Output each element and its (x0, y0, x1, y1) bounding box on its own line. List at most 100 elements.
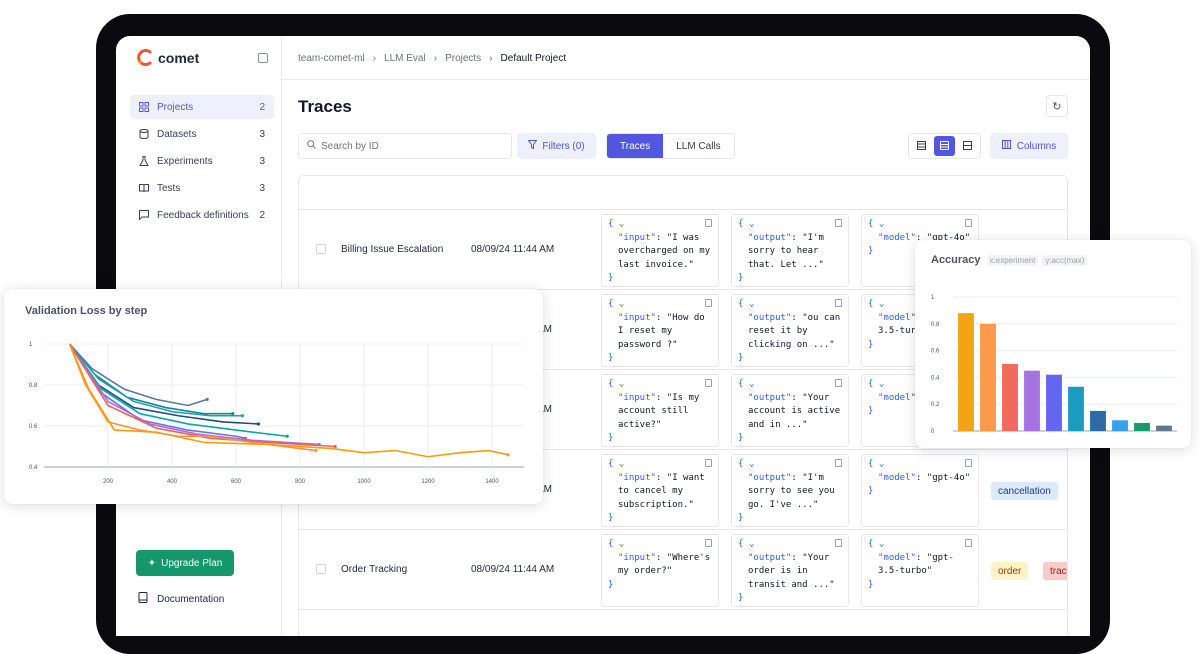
chevron-down-icon[interactable]: ⌄ (618, 379, 625, 389)
chevron-down-icon[interactable]: ⌄ (748, 539, 755, 549)
copy-icon[interactable] (835, 539, 842, 547)
input-json-cell[interactable]: { ⌄ "input": "How do I reset my password … (601, 294, 719, 367)
json-value: "I'm sorry to see you go. I've ..." (748, 472, 841, 510)
input-json-cell[interactable]: { ⌄ "input": "Where's my order?"} (601, 534, 719, 607)
model-json-cell[interactable]: { ⌄"model": "gpt-3.5-turbo"} (861, 534, 979, 607)
copy-icon[interactable] (965, 219, 972, 227)
series-line (68, 343, 288, 438)
output-json-cell[interactable]: { ⌄ "output": "Your order is in transit a… (731, 534, 849, 607)
series-line (69, 343, 208, 407)
input-json-cell[interactable]: { ⌄ "input": "Is my account still active?… (601, 374, 719, 447)
rows-icon (940, 137, 949, 155)
trace-time: 08/09/24 11:44 AM (471, 244, 555, 255)
chevron-down-icon[interactable]: ⌄ (748, 299, 755, 309)
input-json-cell[interactable]: { ⌄ "input": "I want to cancel my subscri… (601, 454, 719, 527)
search-box[interactable] (298, 133, 512, 159)
refresh-button[interactable]: ↻ (1046, 95, 1068, 117)
chevron-down-icon[interactable]: ⌄ (878, 539, 885, 549)
chevron-down-icon[interactable]: ⌄ (618, 299, 625, 309)
brace-open: { (868, 379, 874, 389)
breadcrumb-item[interactable]: team-comet-ml (298, 53, 365, 64)
copy-icon[interactable] (835, 459, 842, 467)
density-compact-button[interactable] (911, 136, 932, 156)
copy-icon[interactable] (835, 219, 842, 227)
x-tick-label: 1200 (421, 479, 435, 485)
output-json-cell[interactable]: { ⌄ "output": "I'm sorry to hear that. Le… (731, 214, 849, 287)
collapse-sidebar-icon[interactable] (258, 53, 268, 63)
accuracy-card: Accuracy x:experiment y:acc(max) 0 0.2 0.4… (915, 240, 1191, 448)
copy-icon[interactable] (965, 539, 972, 547)
tag-badge: track (1043, 562, 1067, 580)
tag-badge: cancellation (991, 482, 1058, 500)
json-value: "I want to cancel my subscription." (618, 472, 711, 510)
y-axis-chip: y:acc(max) (1042, 254, 1088, 266)
chevron-down-icon[interactable]: ⌄ (748, 459, 755, 469)
refresh-icon: ↻ (1052, 100, 1062, 113)
density-medium-button[interactable] (934, 136, 955, 156)
chevron-down-icon[interactable]: ⌄ (748, 379, 755, 389)
copy-icon[interactable] (705, 539, 712, 547)
row-density-toggle (908, 133, 981, 159)
series-line (68, 343, 320, 446)
sidebar-item-count: 3 (259, 182, 265, 194)
accuracy-bar (1156, 425, 1172, 431)
json-key: "model" (878, 552, 916, 563)
sidebar-item-feedback-definitions[interactable]: Feedback definitions 2 (130, 203, 274, 227)
chevron-down-icon[interactable]: ⌄ (618, 219, 625, 229)
sidebar-item-experiments[interactable]: Experiments 3 (130, 149, 274, 173)
output-json-cell[interactable]: { ⌄ "output": "ou can reset it by clickin… (731, 294, 849, 367)
output-json-cell[interactable]: { ⌄ "output": "Your account is active and… (731, 374, 849, 447)
input-json-cell[interactable]: { ⌄ "input": "I was overcharged on my las… (601, 214, 719, 287)
sidebar-item-tests[interactable]: Tests 3 (130, 176, 274, 200)
copy-icon[interactable] (705, 299, 712, 307)
chevron-right-icon: › (489, 53, 493, 64)
copy-icon[interactable] (705, 379, 712, 387)
accuracy-bar (1090, 410, 1106, 431)
copy-icon[interactable] (705, 459, 712, 467)
json-value: "Is my account still active?" (618, 392, 705, 430)
grid-icon (139, 102, 149, 112)
breadcrumb-item[interactable]: Projects (445, 53, 482, 64)
chevron-down-icon[interactable]: ⌄ (618, 539, 625, 549)
chevron-down-icon[interactable]: ⌄ (878, 379, 885, 389)
tab-llm-calls[interactable]: LLM Calls (676, 140, 721, 152)
columns-button[interactable]: Columns (990, 133, 1068, 159)
header-divider (282, 79, 1090, 80)
sidebar-nav: Projects 2 Datasets 3 Experiments 3 Test… (130, 95, 274, 230)
y-tick-label: 0.4 (931, 375, 940, 381)
tab-traces[interactable]: Traces (607, 134, 664, 158)
search-input[interactable] (321, 140, 491, 152)
copy-icon[interactable] (705, 219, 712, 227)
sidebar-item-label: Projects (157, 101, 194, 113)
sidebar-item-projects[interactable]: Projects 2 (130, 95, 274, 119)
table-row[interactable]: Order Tracking 08/09/24 11:44 AM { ⌄ "input… (299, 530, 1067, 610)
row-checkbox[interactable] (316, 244, 326, 254)
json-value: "Where's my order?" (618, 552, 716, 577)
copy-icon[interactable] (835, 379, 842, 387)
table-row[interactable]: Billing Issue Escalation 08/09/24 11:44 A… (299, 210, 1067, 290)
model-json-cell[interactable]: { ⌄"model": "gpt-4o"} (861, 454, 979, 527)
magic-wand-icon: ✦ (147, 557, 157, 569)
brace-close: } (868, 579, 874, 590)
copy-icon[interactable] (965, 459, 972, 467)
chevron-down-icon[interactable]: ⌄ (748, 219, 755, 229)
accuracy-bar (1112, 420, 1128, 431)
chevron-down-icon[interactable]: ⌄ (878, 219, 885, 229)
output-json-cell[interactable]: { ⌄ "output": "I'm sorry to see you go. I… (731, 454, 849, 527)
brace-close: } (608, 353, 614, 363)
sidebar: comet Projects 2 Datasets 3 Experiments … (116, 36, 282, 636)
copy-icon[interactable] (835, 299, 842, 307)
breadcrumb-item[interactable]: LLM Eval (384, 53, 426, 64)
chevron-down-icon[interactable]: ⌄ (878, 459, 885, 469)
upgrade-plan-button[interactable]: ✦ Upgrade Plan (136, 550, 234, 576)
density-large-button[interactable] (957, 136, 978, 156)
filters-button[interactable]: Filters (0) (517, 133, 596, 159)
brand-logo[interactable]: comet (136, 49, 199, 66)
x-tick-label: 1000 (357, 479, 371, 485)
chevron-down-icon[interactable]: ⌄ (618, 459, 625, 469)
chevron-down-icon[interactable]: ⌄ (878, 299, 885, 309)
sidebar-item-datasets[interactable]: Datasets 3 (130, 122, 274, 146)
database-icon (139, 129, 149, 139)
row-checkbox[interactable] (316, 564, 326, 574)
documentation-link[interactable]: Documentation (138, 592, 224, 606)
